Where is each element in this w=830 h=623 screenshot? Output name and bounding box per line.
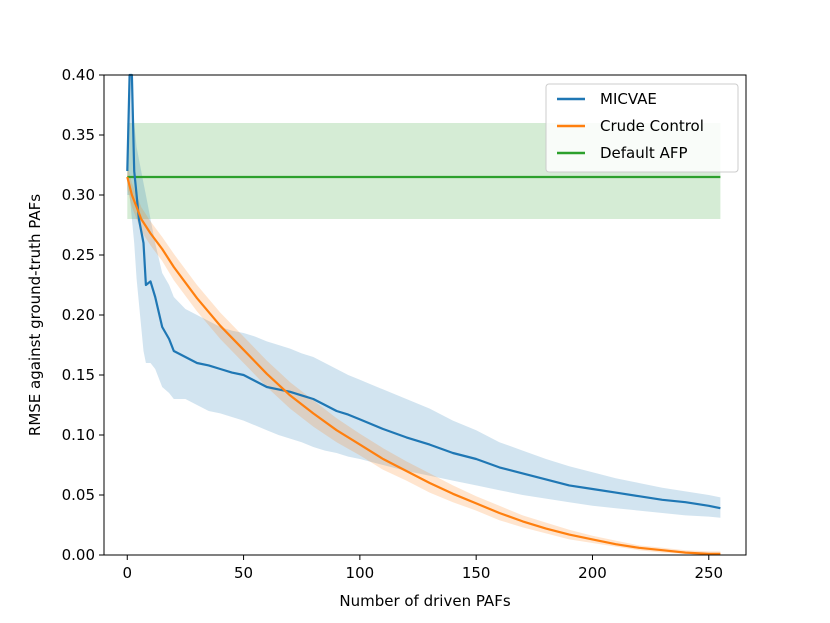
x-axis-ticks: 0 50 100 150 200 250 bbox=[122, 555, 723, 582]
y-tick-label-8: 0.40 bbox=[62, 66, 95, 84]
y-tick-label-4: 0.20 bbox=[62, 306, 95, 324]
y-tick-label-1: 0.05 bbox=[62, 486, 95, 504]
y-tick-label-0: 0.00 bbox=[62, 546, 95, 564]
y-axis-ticks: 0.00 0.05 0.10 0.15 0.20 0.25 0.30 0.35 0.40 bbox=[62, 66, 104, 564]
series-lines bbox=[126, 73, 721, 555]
legend: MICVAE Crude Control Default AFP bbox=[545, 83, 739, 173]
band-crude-control bbox=[127, 165, 721, 555]
x-tick-label-200: 200 bbox=[578, 564, 607, 582]
band-micvae bbox=[127, 75, 721, 518]
x-axis-label: Number of driven PAFs bbox=[339, 592, 510, 610]
legend-label-crude-control: Crude Control bbox=[600, 117, 704, 135]
legend-box bbox=[545, 83, 739, 173]
y-tick-label-6: 0.30 bbox=[62, 186, 95, 204]
y-tick-label-5: 0.25 bbox=[62, 246, 95, 264]
y-tick-label-7: 0.35 bbox=[62, 126, 95, 144]
legend-label-micvae: MICVAE bbox=[600, 90, 657, 108]
legend-label-default-afp: Default AFP bbox=[600, 144, 688, 162]
x-tick-label-100: 100 bbox=[346, 564, 375, 582]
x-tick-label-150: 150 bbox=[462, 564, 491, 582]
x-tick-label-0: 0 bbox=[122, 564, 132, 582]
y-tick-label-2: 0.10 bbox=[62, 426, 95, 444]
x-tick-label-50: 50 bbox=[234, 564, 253, 582]
x-tick-label-250: 250 bbox=[694, 564, 723, 582]
line-crude-control bbox=[126, 176, 721, 555]
y-tick-label-3: 0.15 bbox=[62, 366, 95, 384]
y-axis-label: RMSE against ground-truth PAFs bbox=[26, 194, 44, 436]
